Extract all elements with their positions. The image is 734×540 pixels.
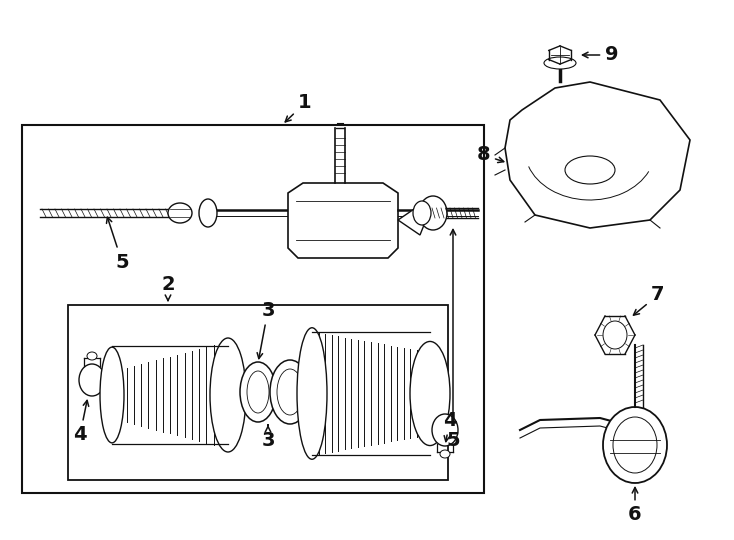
Text: 3: 3 <box>257 300 275 359</box>
Polygon shape <box>505 82 690 228</box>
Ellipse shape <box>432 414 458 446</box>
Ellipse shape <box>297 328 327 459</box>
Ellipse shape <box>87 352 97 360</box>
Text: 3: 3 <box>261 425 275 449</box>
Text: 5: 5 <box>446 230 459 449</box>
Ellipse shape <box>210 338 246 452</box>
Text: 1: 1 <box>286 93 312 122</box>
Ellipse shape <box>440 450 450 458</box>
Ellipse shape <box>565 156 615 184</box>
Ellipse shape <box>168 203 192 223</box>
Ellipse shape <box>603 407 667 483</box>
Ellipse shape <box>270 360 310 424</box>
Ellipse shape <box>199 199 217 227</box>
Ellipse shape <box>544 57 576 69</box>
Text: 7: 7 <box>633 286 665 315</box>
Text: 4: 4 <box>73 400 89 444</box>
Ellipse shape <box>613 417 657 473</box>
Polygon shape <box>398 205 426 235</box>
Text: 4: 4 <box>443 410 457 442</box>
Ellipse shape <box>413 201 431 225</box>
Text: 9: 9 <box>583 45 619 64</box>
Ellipse shape <box>247 371 269 413</box>
Ellipse shape <box>603 321 627 349</box>
Ellipse shape <box>419 196 447 230</box>
Text: 5: 5 <box>106 217 128 272</box>
Ellipse shape <box>410 341 450 446</box>
Ellipse shape <box>240 362 276 422</box>
Ellipse shape <box>79 364 105 396</box>
Ellipse shape <box>100 347 124 443</box>
Bar <box>22 125 484 493</box>
Ellipse shape <box>277 369 303 415</box>
Text: 8: 8 <box>476 145 504 165</box>
Text: 6: 6 <box>628 488 642 524</box>
Polygon shape <box>288 183 398 258</box>
Text: 2: 2 <box>161 274 175 301</box>
Bar <box>68 305 448 480</box>
